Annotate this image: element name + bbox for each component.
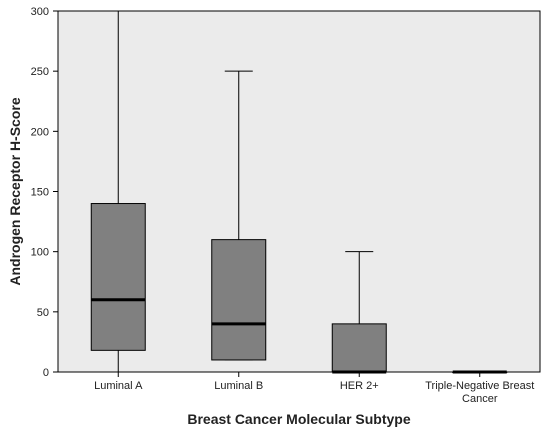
x-tick-label: Triple-Negative Breast Cancer — [425, 380, 534, 405]
x-tick-label-line: Cancer — [462, 393, 498, 405]
x-tick-label: Luminal A — [94, 380, 143, 392]
x-tick-label-line: Triple-Negative Breast — [425, 380, 534, 392]
x-axis-title: Breast Cancer Molecular Subtype — [187, 411, 411, 427]
box-layer — [90, 10, 508, 374]
iqr-box — [331, 323, 387, 373]
x-tick-label: HER 2+ — [340, 380, 379, 392]
axis-layer: 0 50 100 150 200 250 300 Luminal A Luminal B HER … — [31, 6, 535, 405]
y-tick-label: 250 — [31, 66, 49, 78]
box-3 — [331, 251, 387, 374]
y-tick-label: 200 — [31, 126, 49, 138]
box-2 — [211, 70, 267, 361]
x-tick-label-line: Luminal B — [214, 380, 263, 392]
y-tick-label: 50 — [37, 307, 49, 319]
box-4 — [452, 370, 508, 374]
y-tick-label: 100 — [31, 247, 49, 259]
x-tick-label-line: HER 2+ — [340, 380, 379, 392]
y-tick-label: 150 — [31, 187, 49, 199]
x-tick-label: Luminal B — [214, 380, 263, 392]
y-tick-label: 0 — [43, 367, 49, 379]
y-axis-title: Androgen Receptor H-Score — [7, 97, 23, 285]
box-1 — [90, 10, 146, 373]
iqr-box — [211, 239, 267, 361]
y-tick-label: 300 — [31, 6, 49, 18]
x-tick-label-line: Luminal A — [94, 380, 143, 392]
iqr-box — [90, 203, 146, 351]
